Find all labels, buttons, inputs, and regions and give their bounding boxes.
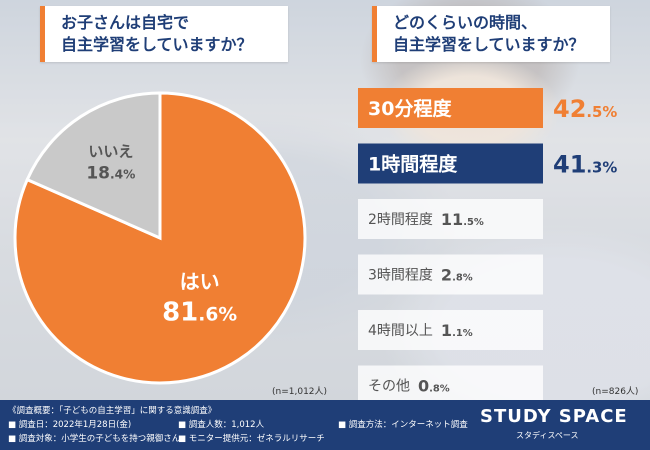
survey-title: 《調査概要：「子どもの自主学習」に関する意識調査》 <box>8 406 217 416</box>
pie-slice-label: いいえ <box>88 143 133 161</box>
survey-provider: ■ モニター提供元：ゼネラルリサーチ <box>178 434 325 444</box>
bar-category-label: その他 <box>368 379 410 395</box>
pie-slice <box>25 91 162 241</box>
bar-value-label: 11.5% <box>441 210 484 229</box>
bar-value-label: 41.3% <box>553 151 617 179</box>
pie-slice-label: はい <box>180 270 220 294</box>
bar-category-label: 30分程度 <box>368 97 452 120</box>
survey-people: ■ 調査人数：1,012人 <box>178 420 265 430</box>
bar <box>358 254 543 295</box>
study-space-logo-sub: スタディスペース <box>516 431 579 440</box>
chart-canvas: はい 81.6% いいえ 18.4% 30分程度 42.5% 1時間程度 41.3% 2時間程度… <box>13 88 617 400</box>
pie-slice-value: 18.4% <box>86 164 135 184</box>
bar-category-label: 4時間以上 <box>368 323 433 339</box>
left-question-text: お子さんは自宅で 自主学習をしていますか？ <box>61 13 253 54</box>
bar <box>358 199 543 239</box>
right-question: どのくらいの時間、 自主学習をしていますか？ <box>372 6 610 62</box>
bar-category-label: 1時間程度 <box>368 153 458 176</box>
pie-slice-value: 81.6% <box>162 298 237 328</box>
bar <box>358 88 543 128</box>
charts-layer: はい 81.6% いいえ 18.4% 30分程度 42.5% 1時間程度 41.3% 2時間程度… <box>13 88 617 400</box>
bar <box>358 143 543 184</box>
bar <box>358 310 543 350</box>
survey-date: ■ 調査日：2022年1月28日(金) <box>8 420 132 430</box>
footer: 《調査概要：「子どもの自主学習」に関する意識調査》 ■ 調査日：2022年1月2… <box>0 400 650 450</box>
study-space-logo: STUDY SPACE <box>480 406 628 427</box>
bar-value-label: 42.5% <box>553 95 617 123</box>
bar <box>358 365 543 400</box>
bar-sample-size: (n=826人) <box>592 387 639 397</box>
bar-category-label: 3時間程度 <box>368 268 433 284</box>
survey-target: ■ 調査対象：小学生の子どもを持つ親御さん <box>8 434 181 444</box>
left-question: お子さんは自宅で 自主学習をしていますか？ <box>40 6 288 62</box>
bar-category-label: 2時間程度 <box>368 212 433 228</box>
bar-value-label: 0.8% <box>418 377 450 396</box>
bar-value-label: 2.8% <box>441 266 473 285</box>
pie-sample-size: (n=1,012人) <box>272 387 328 397</box>
bar-value-label: 1.1% <box>441 321 473 340</box>
survey-method: ■ 調査方法：インターネット調査 <box>338 420 468 430</box>
right-question-text: どのくらいの時間、 自主学習をしていますか？ <box>393 13 585 54</box>
